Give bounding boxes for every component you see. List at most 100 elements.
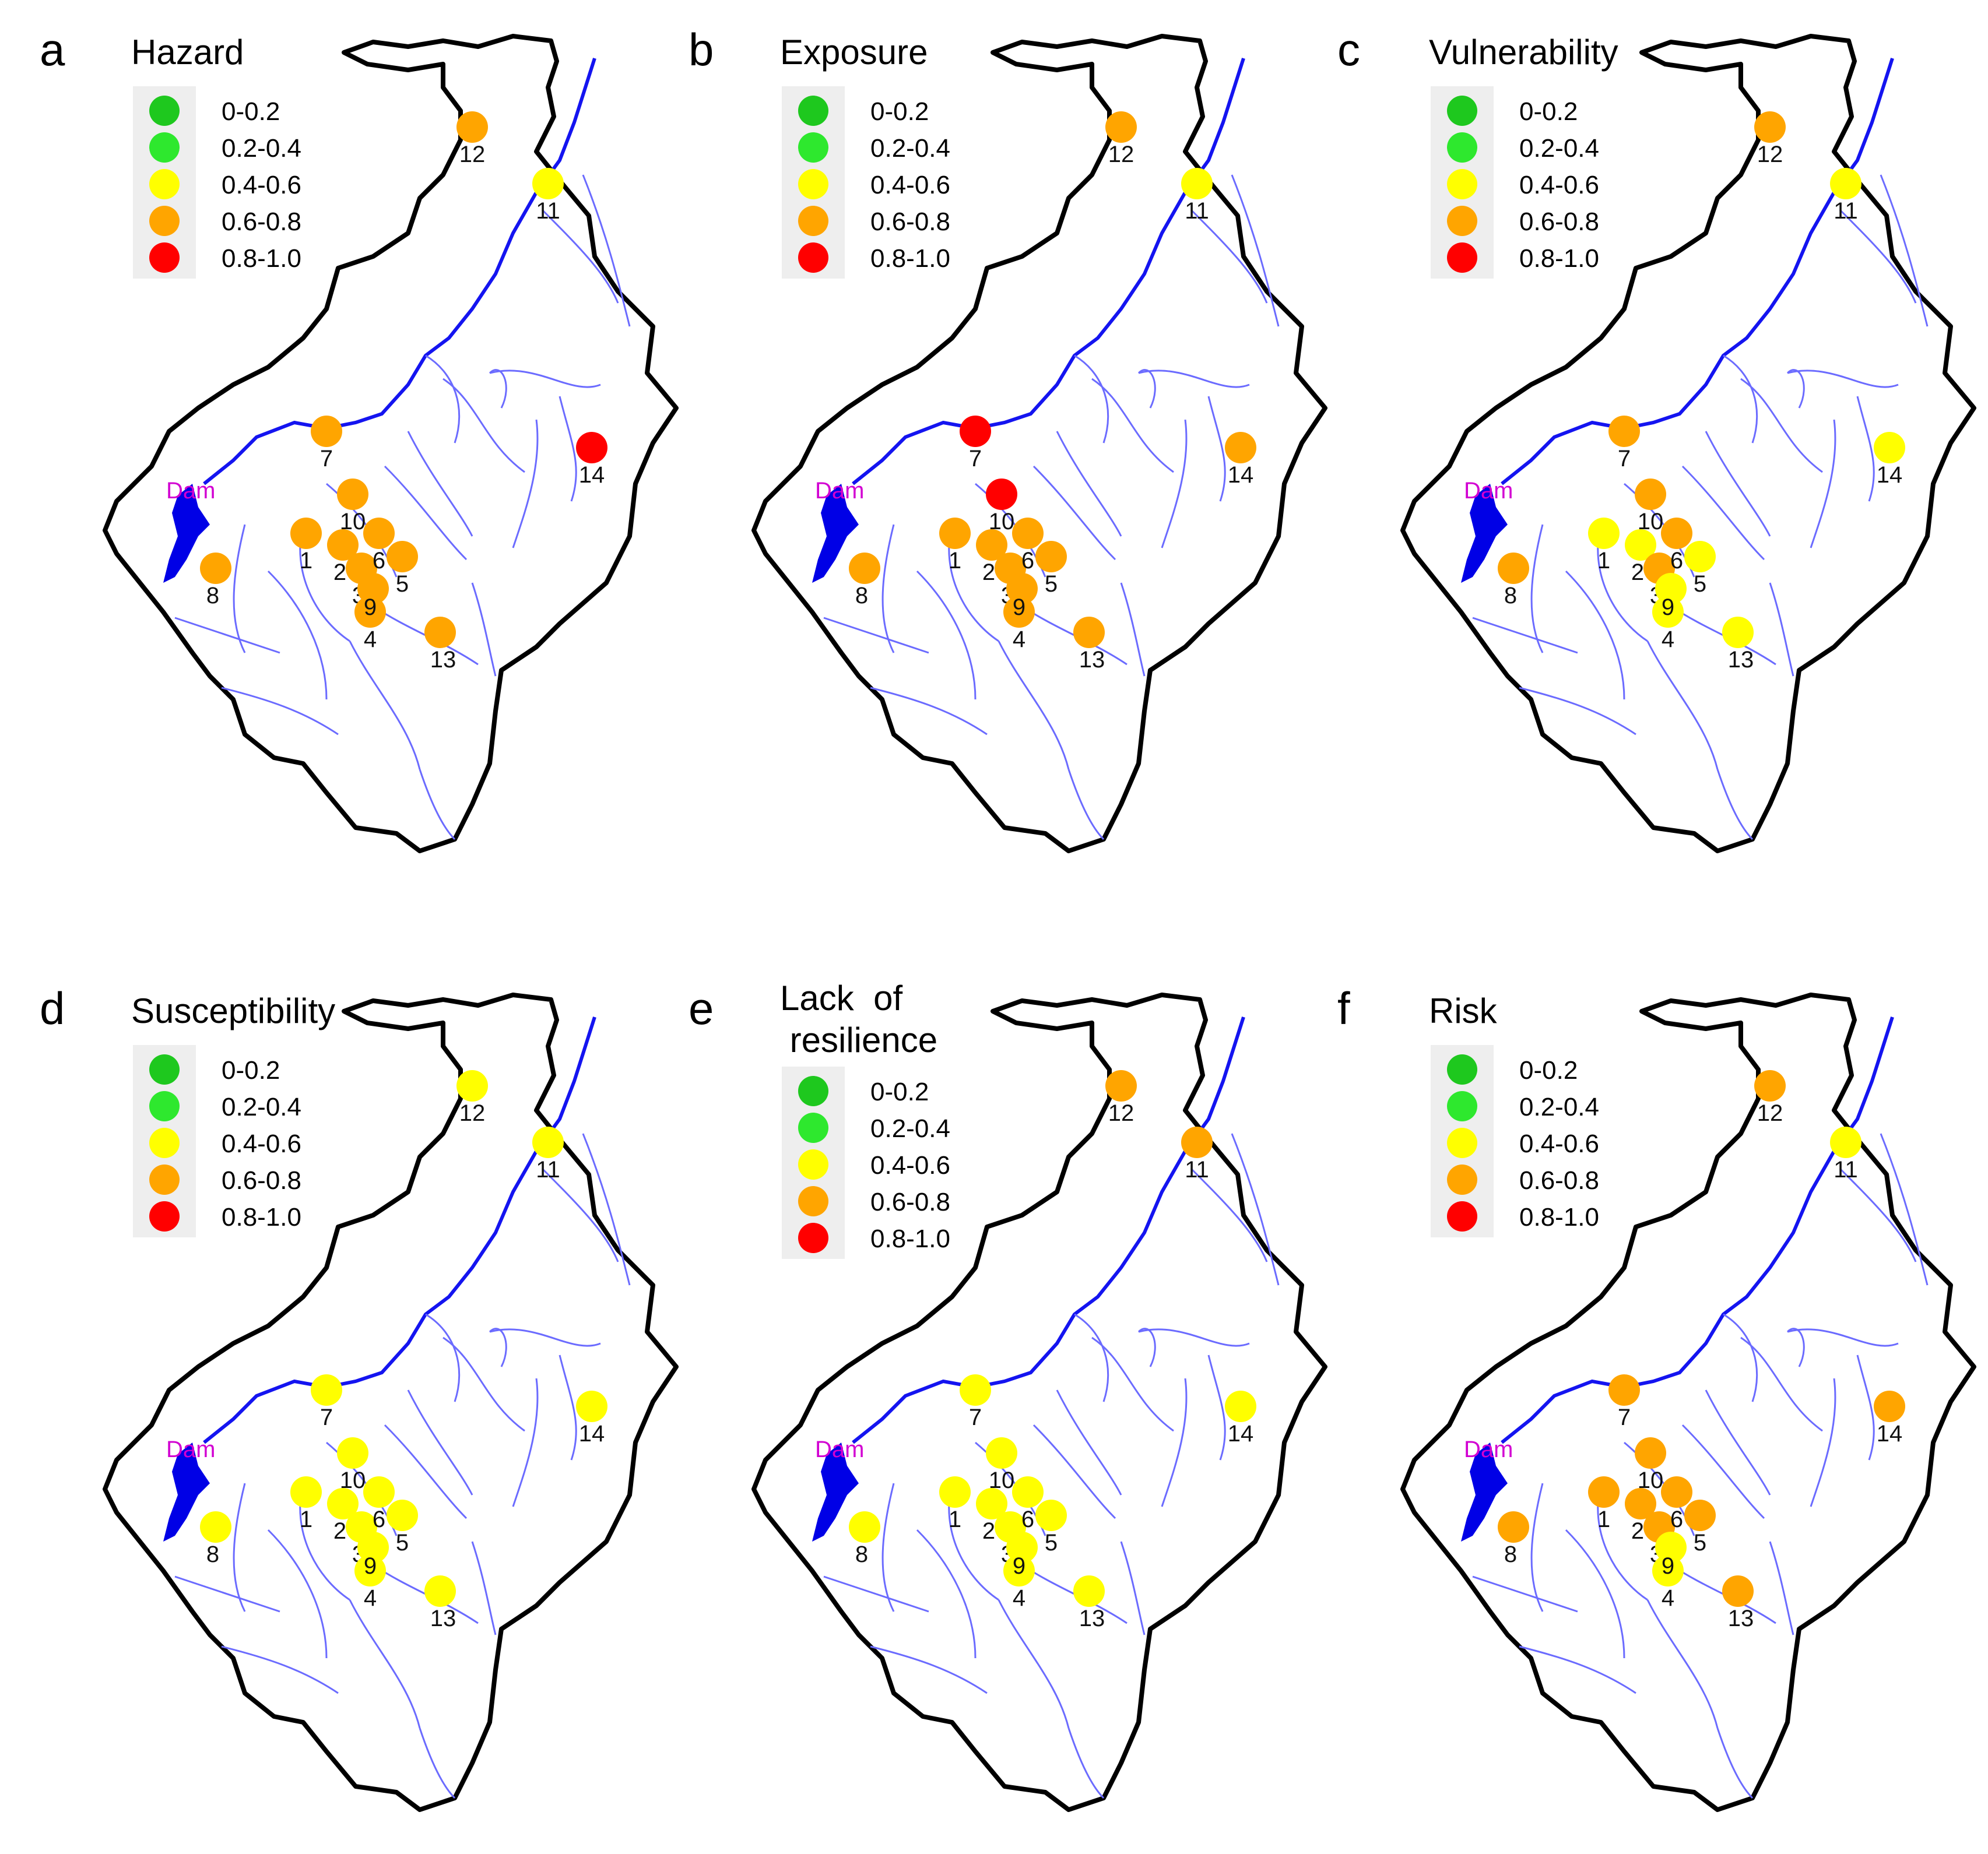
- site-marker-7: [960, 1374, 991, 1406]
- site-marker-4: [1652, 596, 1684, 628]
- legend-label: 0.2-0.4: [1519, 134, 1599, 163]
- legend-label: 0.8-1.0: [870, 1225, 950, 1253]
- legend-swatch-dot: [1447, 206, 1477, 236]
- site-marker-10: [1635, 1437, 1666, 1469]
- site-marker-11: [1830, 1127, 1861, 1158]
- dam-label: Dam: [1464, 1437, 1513, 1462]
- site-label-5: 5: [1694, 1530, 1706, 1556]
- site-marker-8: [849, 1511, 880, 1543]
- legend-label: 0.4-0.6: [222, 171, 301, 199]
- legend: 0-0.2 0.2-0.4 0.4-0.6 0.6-0.8 0.8-1.0: [133, 86, 301, 279]
- site-marker-11: [1181, 1127, 1213, 1158]
- panel-title: Lack of: [780, 979, 902, 1018]
- site-marker-4: [1003, 1555, 1035, 1586]
- legend-label: 0.6-0.8: [1519, 1166, 1599, 1195]
- site-marker-14: [1874, 432, 1905, 463]
- dam-label: Dam: [166, 478, 215, 504]
- legend-swatch-dot: [798, 132, 828, 163]
- panel-title: resilience: [780, 1021, 937, 1060]
- legend-swatch-dot: [798, 1113, 828, 1143]
- site-label-13: 13: [1728, 1606, 1754, 1631]
- legend: 0-0.2 0.2-0.4 0.4-0.6 0.6-0.8 0.8-1.0: [1431, 1045, 1599, 1237]
- site-label-14: 14: [1228, 462, 1254, 488]
- panel-title: Exposure: [780, 33, 928, 72]
- legend-label: 0.2-0.4: [222, 134, 301, 163]
- legend-swatch-dot: [149, 242, 180, 273]
- legend-label: 0.8-1.0: [222, 244, 301, 273]
- legend-label: 0.6-0.8: [1519, 207, 1599, 236]
- site-label-8: 8: [1504, 1542, 1517, 1567]
- site-marker-9: [1006, 1532, 1038, 1563]
- legend-swatch-dot: [149, 96, 180, 126]
- legend-swatch-dot: [1447, 1054, 1477, 1085]
- legend-swatch-dot: [1447, 1201, 1477, 1232]
- site-marker-11: [1830, 168, 1861, 199]
- site-label-11: 11: [1185, 1157, 1209, 1183]
- site-marker-9: [1655, 1532, 1687, 1563]
- legend-swatch-dot: [798, 206, 828, 236]
- panel-letter: c: [1337, 24, 1360, 75]
- site-label-5: 5: [1045, 1530, 1058, 1556]
- site-marker-13: [424, 617, 456, 648]
- site-marker-5: [387, 541, 418, 572]
- legend-label: 0-0.2: [870, 1078, 929, 1106]
- legend-label: 0-0.2: [870, 97, 929, 126]
- dam-label: Dam: [1464, 478, 1513, 504]
- site-label-6: 6: [1021, 548, 1034, 574]
- legend-label: 0.8-1.0: [1519, 1203, 1599, 1232]
- site-marker-13: [424, 1575, 456, 1607]
- site-marker-13: [1722, 617, 1754, 648]
- panel-title: Vulnerability: [1429, 33, 1618, 72]
- site-label-10: 10: [989, 509, 1015, 534]
- site-marker-12: [1754, 111, 1786, 143]
- panel-letter: d: [40, 983, 65, 1034]
- legend-swatch-dot: [149, 1054, 180, 1085]
- site-marker-12: [456, 1070, 488, 1102]
- dam-label: Dam: [815, 1437, 864, 1462]
- legend-label: 0.8-1.0: [870, 244, 950, 273]
- site-marker-14: [576, 432, 607, 463]
- legend-label: 0.4-0.6: [1519, 171, 1599, 199]
- legend: 0-0.2 0.2-0.4 0.4-0.6 0.6-0.8 0.8-1.0: [782, 86, 950, 279]
- site-marker-4: [1003, 596, 1035, 628]
- site-marker-6: [1661, 1476, 1692, 1508]
- legend-swatch-dot: [1447, 242, 1477, 273]
- site-label-4: 4: [1662, 1585, 1674, 1611]
- site-marker-9: [1006, 573, 1038, 604]
- site-label-5: 5: [1694, 571, 1706, 597]
- site-label-14: 14: [579, 1421, 605, 1447]
- legend-label: 0.4-0.6: [1519, 1130, 1599, 1158]
- site-label-13: 13: [1079, 1606, 1105, 1631]
- legend-swatch-dot: [1447, 1165, 1477, 1195]
- site-label-12: 12: [1757, 1100, 1783, 1126]
- site-label-6: 6: [373, 1507, 385, 1532]
- site-label-4: 4: [1662, 627, 1674, 652]
- dam-label: Dam: [815, 478, 864, 504]
- site-marker-7: [1608, 1374, 1640, 1406]
- site-marker-6: [1012, 1476, 1044, 1508]
- panel-d: d Susceptibility 0-0.2 0.2-0.4 0.4-0.6 0.6-0.…: [40, 983, 676, 1810]
- site-marker-13: [1073, 617, 1105, 648]
- legend-label: 0.6-0.8: [222, 207, 301, 236]
- legend-swatch-dot: [798, 96, 828, 126]
- site-marker-2: [976, 1488, 1007, 1519]
- site-marker-8: [849, 553, 880, 584]
- site-marker-5: [1035, 1500, 1067, 1531]
- site-label-7: 7: [1618, 1405, 1631, 1430]
- site-marker-12: [456, 111, 488, 143]
- legend-swatch-dot: [149, 132, 180, 163]
- site-marker-11: [532, 1127, 564, 1158]
- site-label-7: 7: [1618, 446, 1631, 472]
- site-marker-6: [1012, 518, 1044, 549]
- legend-label: 0.2-0.4: [870, 1114, 950, 1143]
- site-label-7: 7: [969, 1405, 982, 1430]
- site-label-1: 1: [300, 548, 312, 574]
- panel-title: Hazard: [131, 33, 244, 72]
- site-label-12: 12: [1757, 142, 1783, 167]
- site-label-9: 9: [364, 1553, 377, 1579]
- site-marker-6: [363, 518, 395, 549]
- site-label-2: 2: [1631, 560, 1644, 585]
